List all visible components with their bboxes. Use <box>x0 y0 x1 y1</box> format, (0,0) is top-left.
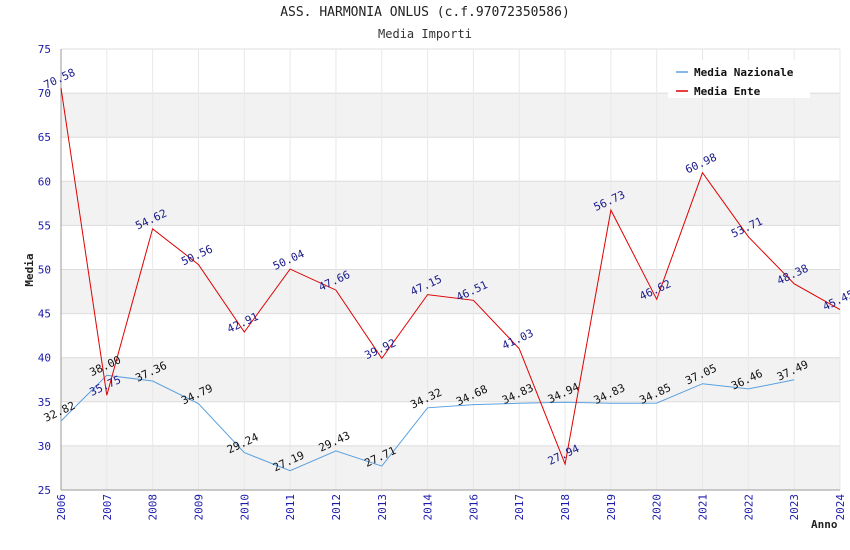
x-tick-label: 2008 <box>147 494 160 521</box>
data-label: 41.03 <box>500 327 536 353</box>
y-tick-label: 70 <box>38 87 51 100</box>
grid-band <box>61 93 840 138</box>
x-tick-label: 2014 <box>422 494 435 521</box>
axes <box>60 49 840 491</box>
legend-label: Media Nazionale <box>694 66 794 79</box>
y-axis-label: Media <box>23 253 36 286</box>
series-lines <box>60 87 841 472</box>
y-tick-label: 35 <box>38 396 51 409</box>
grid-band <box>61 357 840 402</box>
grid-lines <box>60 48 841 491</box>
x-tick-label: 2016 <box>467 494 480 521</box>
x-tick-label: 2022 <box>742 494 755 521</box>
x-tick-label: 2021 <box>697 494 710 521</box>
y-tick-label: 25 <box>38 484 51 497</box>
y-tick-label: 55 <box>38 219 51 232</box>
grid-band <box>61 269 840 314</box>
x-tick-label: 2011 <box>284 494 297 521</box>
y-axis-ticks: 25 30 35 40 45 50 55 60 65 70 75 <box>38 43 51 497</box>
data-label: 50.56 <box>179 242 215 268</box>
x-tick-label: 2010 <box>238 494 251 521</box>
series-line-media-ente <box>60 87 841 466</box>
x-tick-label: 2013 <box>376 494 389 521</box>
grid-band <box>61 181 840 226</box>
legend-box <box>668 60 810 98</box>
legend-label: Media Ente <box>694 85 761 98</box>
y-tick-label: 40 <box>38 352 51 365</box>
y-tick-label: 65 <box>38 131 51 144</box>
y-tick-label: 45 <box>38 308 51 321</box>
x-tick-label: 2009 <box>192 494 205 521</box>
data-label: 50.04 <box>271 247 307 273</box>
x-tick-label: 2020 <box>651 494 664 521</box>
y-tick-label: 30 <box>38 440 51 453</box>
x-tick-label: 2012 <box>330 494 343 521</box>
x-tick-label: 2018 <box>559 494 572 521</box>
y-tick-label: 50 <box>38 264 51 277</box>
x-tick-label: 2024 <box>834 494 847 521</box>
chart-subtitle: Media Importi <box>378 27 472 41</box>
x-tick-label: 2006 <box>55 494 68 521</box>
x-axis-label: Anno <box>811 518 838 531</box>
grid-band <box>61 445 840 490</box>
data-label: 60.98 <box>683 151 719 177</box>
data-label: 70.58 <box>42 66 78 92</box>
y-tick-label: 60 <box>38 175 51 188</box>
legend: Media Nazionale Media Ente <box>668 60 810 98</box>
y-tick-label: 75 <box>38 43 51 56</box>
x-axis-ticks: 2006 2007 2008 2009 2010 2011 2012 2013 2014 2016… <box>55 494 847 521</box>
x-tick-label: 2007 <box>101 494 114 521</box>
series-line-media-nazionale <box>60 374 795 472</box>
grid-bands <box>61 93 840 490</box>
x-tick-label: 2023 <box>788 494 801 521</box>
x-tick-label: 2019 <box>605 494 618 521</box>
chart-title: ASS. HARMONIA ONLUS (c.f.97072350586) <box>280 5 570 20</box>
x-tick-label: 2017 <box>513 494 526 521</box>
